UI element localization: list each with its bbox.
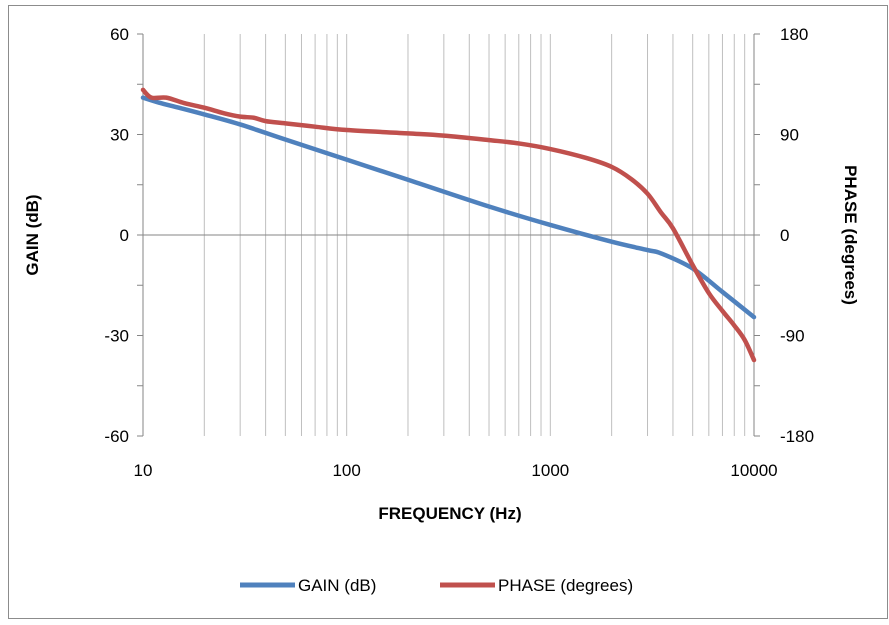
legend: GAIN (dB) PHASE (degrees): [240, 576, 633, 595]
y-left-tick-label: 0: [120, 226, 129, 245]
axes: [137, 33, 760, 437]
phase-series-line: [140, 87, 757, 363]
x-tick-label: 10: [134, 461, 153, 480]
y-axis-right-title: PHASE (degrees): [841, 165, 860, 305]
y-right-tick-label: 0: [780, 226, 789, 245]
x-axis-title: FREQUENCY (Hz): [378, 504, 521, 523]
tick-labels: 60 30 0 -30 -60 180 90 0 -90 -180 10 100 1000 10000: [104, 25, 814, 480]
y-right-tick-label: 90: [780, 126, 799, 145]
y-left-tick-label: 30: [110, 126, 129, 145]
y-left-tick-label: -30: [104, 327, 129, 346]
y-right-tick-label: -180: [780, 427, 814, 446]
y-axis-left-title: GAIN (dB): [23, 194, 42, 275]
series-lines: [140, 87, 757, 363]
y-left-tick-label: 60: [110, 25, 129, 44]
legend-label-phase: PHASE (degrees): [498, 576, 633, 595]
gain-series-line: [140, 95, 757, 320]
y-right-tick-label: 180: [780, 25, 808, 44]
x-tick-label: 10000: [730, 461, 777, 480]
legend-label-gain: GAIN (dB): [298, 576, 376, 595]
x-tick-label: 1000: [531, 461, 569, 480]
y-right-tick-label: -90: [780, 327, 805, 346]
chart-border: [8, 5, 888, 619]
x-tick-label: 100: [332, 461, 360, 480]
y-left-tick-label: -60: [104, 427, 129, 446]
